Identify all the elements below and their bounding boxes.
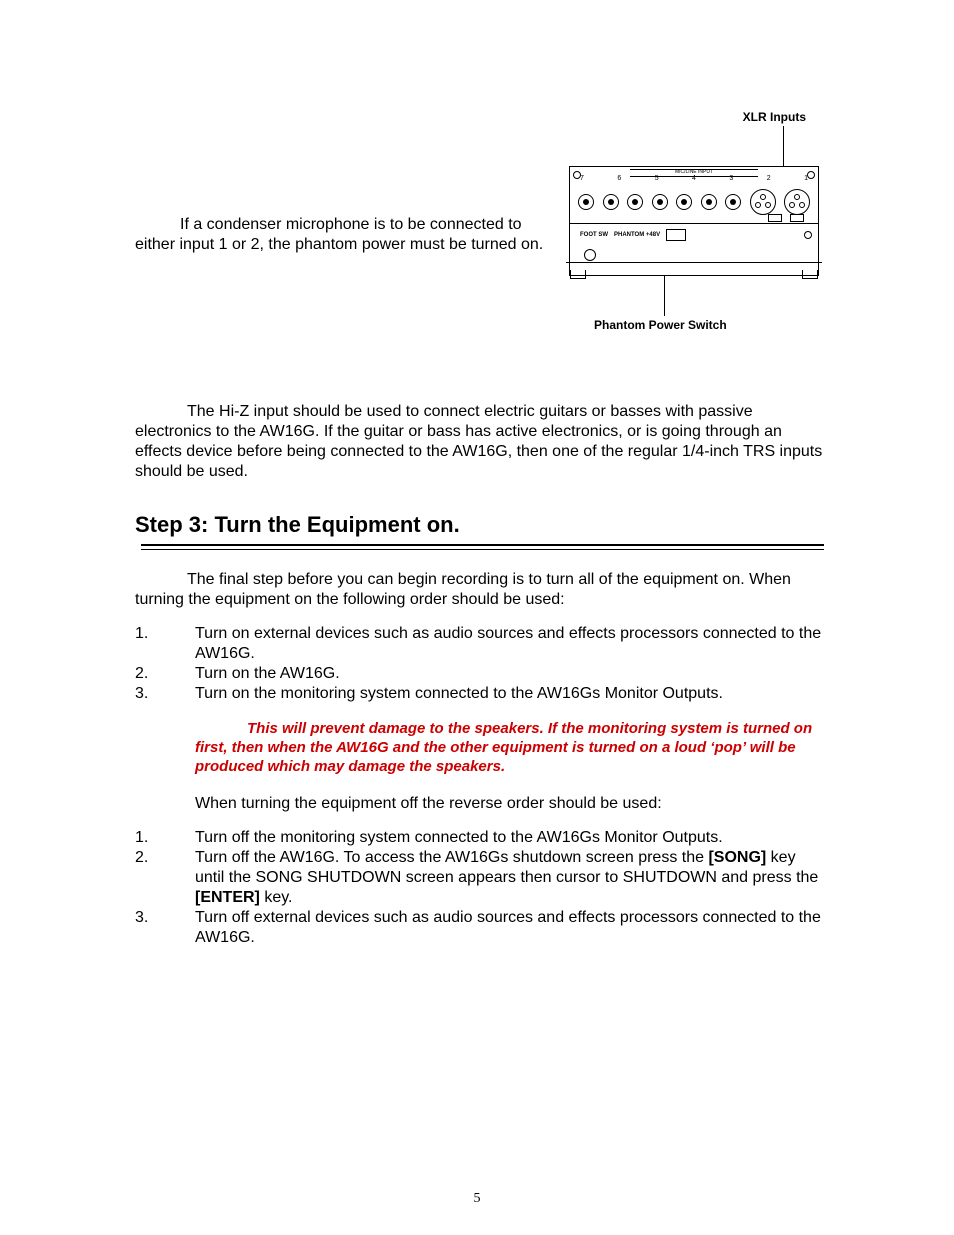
list-number: 3. xyxy=(135,684,195,704)
list-number: 2. xyxy=(135,664,195,684)
turn-off-intro-text: When turning the equipment off the rever… xyxy=(195,795,662,812)
panel-divider xyxy=(570,223,818,224)
aux-jack-icon xyxy=(768,214,782,222)
jack-row xyxy=(578,189,810,215)
xlr-jack-icon xyxy=(784,189,810,215)
list-text: Turn off external devices such as audio … xyxy=(195,908,824,948)
list-number: 1. xyxy=(135,828,195,848)
rear-panel-diagram: XLR Inputs MIC/LINE INPUT 7 6 5 4 3 2 1 xyxy=(564,110,824,332)
switch-area: FOOT SW PHANTOM +48V xyxy=(580,229,686,241)
list-text: Turn off the monitoring system connected… xyxy=(195,828,824,848)
screw-icon xyxy=(807,171,815,179)
step3-heading: Step 3: Turn the Equipment on. xyxy=(135,512,824,538)
list-item: 3. Turn on the monitoring system connect… xyxy=(135,684,824,704)
aux-jack-icon xyxy=(790,214,804,222)
hiz-paragraph: The Hi-Z input should be used to connect… xyxy=(135,402,824,482)
xlr-jack-icon xyxy=(750,189,776,215)
trs-jack-icon xyxy=(676,194,692,210)
list-text: Turn on the AW16G. xyxy=(195,664,824,684)
diagram-leader-top xyxy=(783,126,784,166)
aux-jacks xyxy=(768,214,804,222)
page: If a condenser microphone is to be conne… xyxy=(0,0,954,1235)
turn-on-list: 1. Turn on external devices such as audi… xyxy=(135,624,824,704)
knob-wrap xyxy=(580,243,596,261)
trs-jack-icon xyxy=(578,194,594,210)
song-key: [SONG] xyxy=(708,849,766,866)
trs-jack-icon xyxy=(627,194,643,210)
list-text: Turn on the monitoring system connected … xyxy=(195,684,824,704)
intro-block: If a condenser microphone is to be conne… xyxy=(135,110,824,332)
trs-jack-icon xyxy=(725,194,741,210)
switch-label-foot: FOOT SW xyxy=(580,232,608,238)
channel-number: 1 xyxy=(804,175,808,182)
step3-intro-text: The final step before you can begin reco… xyxy=(135,571,791,608)
off-2-pre: Turn off the AW16G. To access the AW16Gs… xyxy=(195,849,708,866)
heading-rule xyxy=(141,544,824,550)
list-item: 1. Turn on external devices such as audi… xyxy=(135,624,824,664)
channel-numbers: 7 6 5 4 3 2 1 xyxy=(580,175,808,182)
trs-jack-icon xyxy=(603,194,619,210)
diagram-leader-bottom xyxy=(664,276,665,316)
switch-label-phantom: PHANTOM +48V xyxy=(614,232,660,238)
page-number: 5 xyxy=(0,1191,954,1207)
channel-number: 6 xyxy=(617,175,621,182)
turn-off-list: 1. Turn off the monitoring system connec… xyxy=(135,828,824,948)
hiz-text: The Hi-Z input should be used to connect… xyxy=(135,403,822,480)
list-item: 1. Turn off the monitoring system connec… xyxy=(135,828,824,848)
list-number: 1. xyxy=(135,624,195,664)
knob-icon xyxy=(584,249,596,261)
list-item: 2. Turn on the AW16G. xyxy=(135,664,824,684)
warning-paragraph: This will prevent damage to the speakers… xyxy=(195,720,824,776)
channel-number: 7 xyxy=(580,175,584,182)
channel-number: 5 xyxy=(655,175,659,182)
switch-icon xyxy=(666,229,686,241)
channel-number: 3 xyxy=(729,175,733,182)
intro-paragraph: If a condenser microphone is to be conne… xyxy=(135,110,564,255)
list-number: 3. xyxy=(135,908,195,948)
off-2-post: key. xyxy=(260,889,293,906)
channel-number: 4 xyxy=(692,175,696,182)
list-item: 2. Turn off the AW16G. To access the AW1… xyxy=(135,848,824,908)
foot-icon xyxy=(570,270,586,279)
list-text: Turn on external devices such as audio s… xyxy=(195,624,824,664)
diagram-label-phantom: Phantom Power Switch xyxy=(594,318,727,332)
enter-key: [ENTER] xyxy=(195,889,260,906)
step3-intro: The final step before you can begin reco… xyxy=(135,570,824,610)
list-number: 2. xyxy=(135,848,195,908)
list-text: Turn off the AW16G. To access the AW16Gs… xyxy=(195,848,824,908)
trs-jack-icon xyxy=(652,194,668,210)
channel-number: 2 xyxy=(767,175,771,182)
screw-icon xyxy=(804,231,812,239)
list-item: 3. Turn off external devices such as aud… xyxy=(135,908,824,948)
diagram-label-xlr: XLR Inputs xyxy=(743,110,806,124)
intro-text: If a condenser microphone is to be conne… xyxy=(135,216,543,253)
turn-off-intro: When turning the equipment off the rever… xyxy=(195,794,824,814)
warning-text: This will prevent damage to the speakers… xyxy=(195,720,812,775)
foot-icon xyxy=(802,270,818,279)
panel-base-line xyxy=(566,262,822,263)
trs-jack-icon xyxy=(701,194,717,210)
diagram-panel: MIC/LINE INPUT 7 6 5 4 3 2 1 xyxy=(569,166,819,276)
